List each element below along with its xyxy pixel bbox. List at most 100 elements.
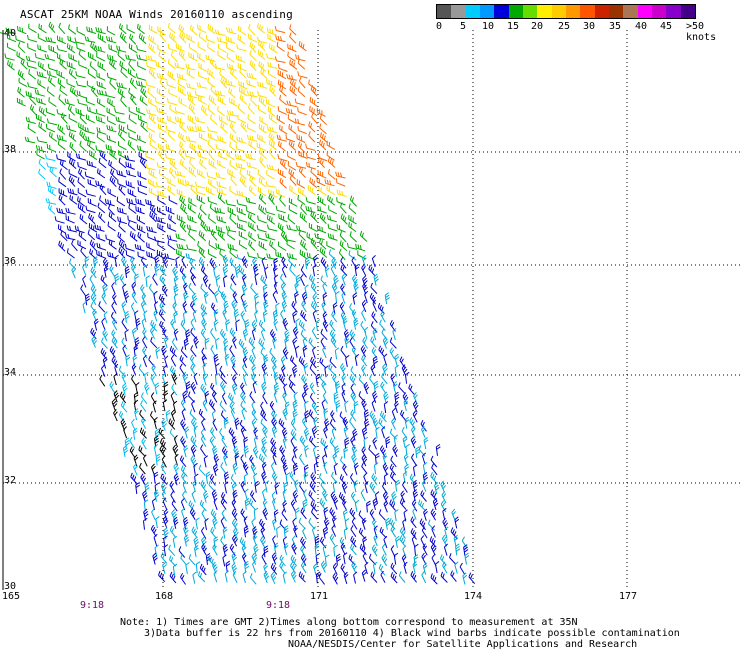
wind-barb: [140, 416, 147, 429]
wind-barb: [193, 462, 198, 475]
wind-barb: [71, 239, 78, 252]
wind-barb: [410, 528, 417, 540]
wind-barb: [279, 195, 286, 207]
wind-barb: [284, 329, 290, 342]
wind-barb: [157, 240, 166, 251]
wind-barb: [98, 211, 106, 224]
wind-barb: [265, 53, 277, 60]
wind-barb: [409, 417, 416, 429]
wind-barb: [258, 177, 267, 188]
wind-barb: [290, 499, 296, 512]
wind-barb: [107, 116, 116, 126]
wind-barb: [225, 80, 236, 88]
scale-swatch: [494, 5, 509, 18]
wind-barb: [419, 518, 426, 531]
wind-barb: [102, 329, 109, 342]
wind-barb: [300, 273, 305, 287]
wind-barb: [220, 536, 227, 549]
wind-barb: [47, 76, 56, 87]
wind-barb: [258, 39, 266, 51]
wind-barb: [47, 203, 56, 215]
wind-barb: [207, 42, 216, 53]
wind-barb: [190, 444, 197, 457]
wind-barb: [38, 158, 46, 170]
wind-barb: [133, 454, 139, 467]
scale-swatch: [666, 5, 681, 18]
wind-barb: [371, 399, 376, 412]
wind-barb: [258, 60, 267, 72]
wind-barb: [213, 353, 219, 366]
wind-barb: [373, 462, 379, 475]
wind-barb: [197, 144, 208, 153]
wind-barb: [249, 175, 257, 187]
wind-barb: [200, 265, 208, 278]
wind-barb: [190, 381, 197, 395]
wind-barb: [442, 507, 447, 521]
wind-barb: [36, 150, 45, 160]
wind-barb: [271, 425, 278, 438]
wind-barb: [378, 509, 386, 521]
wind-barb: [301, 417, 308, 430]
wind-barb: [233, 527, 239, 540]
wind-barb: [293, 525, 298, 538]
wind-barb: [257, 215, 267, 224]
wind-barb: [248, 337, 256, 349]
wind-barb: [191, 292, 198, 306]
wind-barb: [87, 198, 97, 207]
wind-barb: [340, 256, 347, 269]
wind-barb: [358, 391, 366, 403]
wind-barb: [402, 545, 407, 558]
wind-barb: [289, 32, 297, 44]
wind-barb: [257, 22, 265, 34]
wind-barb: [311, 401, 318, 414]
wind-barb: [175, 233, 186, 241]
wind-barb: [201, 526, 207, 540]
wind-barb: [323, 517, 330, 530]
wind-barb: [136, 134, 147, 144]
wind-barb: [167, 185, 176, 196]
wind-barb: [333, 391, 339, 404]
wind-barb: [170, 319, 176, 332]
wind-barb: [97, 202, 106, 214]
wind-barb: [295, 54, 306, 62]
wind-barb: [296, 179, 306, 189]
wind-barb: [268, 43, 278, 54]
wind-barb: [241, 283, 248, 296]
wind-barb: [268, 132, 276, 144]
wind-barb: [201, 418, 206, 431]
wind-barb: [130, 302, 136, 315]
wind-barb: [158, 168, 167, 180]
wind-barb: [226, 115, 236, 124]
wind-barb: [116, 45, 127, 53]
wind-barb: [151, 508, 156, 521]
wind-barb: [371, 311, 378, 324]
wind-barb: [200, 444, 207, 457]
wind-barb: [440, 500, 447, 513]
wind-barb: [389, 471, 397, 484]
wind-barb: [225, 225, 237, 233]
wind-barb: [204, 390, 210, 403]
wind-barb: [168, 418, 176, 430]
wind-barb: [262, 498, 268, 511]
wind-barb: [216, 36, 228, 44]
wind-barb: [326, 140, 336, 151]
wind-barb: [105, 36, 117, 44]
wind-barb: [278, 213, 288, 223]
wind-barb: [155, 216, 166, 224]
wind-barb: [131, 374, 137, 387]
wind-barb: [168, 88, 178, 98]
wind-barb: [169, 480, 175, 493]
wind-barb: [109, 381, 116, 394]
wind-barb: [309, 105, 318, 117]
wind-barb: [210, 229, 218, 241]
wind-barb: [422, 543, 428, 556]
wind-barb: [246, 134, 258, 142]
wind-barb: [5, 27, 16, 35]
wind-barb: [322, 281, 327, 295]
wind-barb: [229, 257, 237, 269]
wind-barb: [281, 364, 286, 378]
wind-barb: [153, 444, 159, 457]
wind-barb: [223, 416, 229, 429]
wind-barb: [338, 248, 346, 261]
wind-barb: [258, 204, 267, 215]
